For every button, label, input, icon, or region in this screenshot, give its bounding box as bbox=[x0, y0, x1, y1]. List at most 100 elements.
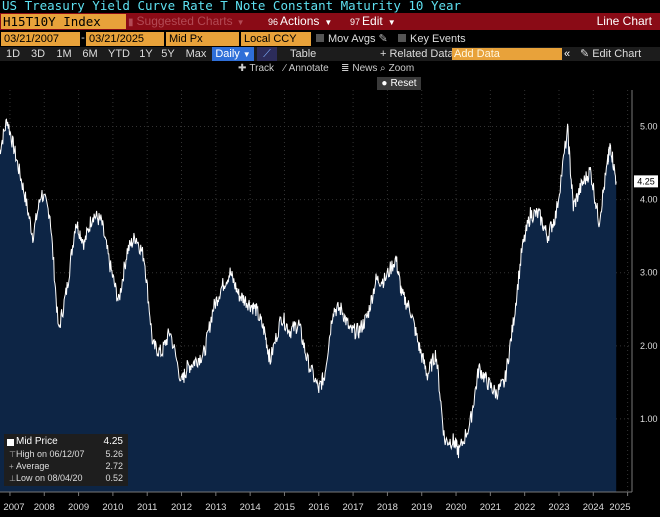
edit-menu-button[interactable]: 97 Edit ▼ bbox=[350, 14, 406, 29]
x-tick-label: 2018 bbox=[377, 502, 398, 513]
x-tick-label: 2025 bbox=[609, 502, 630, 513]
legend-value: 4.25 bbox=[103, 436, 123, 447]
x-tick-label: 2009 bbox=[68, 502, 89, 513]
news-icon: ≣ bbox=[341, 63, 350, 74]
y-tick-label: 1.00 bbox=[640, 414, 658, 424]
x-tick-label: 2023 bbox=[548, 502, 569, 513]
period-max[interactable]: Max bbox=[185, 48, 207, 60]
frequency-label: Daily bbox=[215, 48, 240, 60]
x-tick-label: 2021 bbox=[480, 502, 501, 513]
mov-avgs-label: Mov Avgs bbox=[328, 33, 376, 45]
legend-row-low: ⊥ Low on 08/04/20 0.52 bbox=[7, 472, 125, 484]
edit-chart-label: Edit Chart bbox=[592, 48, 642, 60]
y-tick-label: 4.00 bbox=[640, 195, 658, 205]
ticker-field[interactable]: H15T10Y Index bbox=[1, 14, 126, 29]
start-date-field[interactable]: 03/21/2007 bbox=[1, 32, 80, 46]
average-marker-icon: + bbox=[9, 462, 14, 471]
key-events-checkbox[interactable]: Key Events bbox=[398, 32, 466, 46]
line-chart-icon[interactable]: ⟋ bbox=[257, 47, 277, 61]
annotate-button[interactable]: ∕ Annotate bbox=[284, 62, 329, 76]
period-ytd[interactable]: YTD bbox=[108, 48, 130, 60]
collapse-icon[interactable]: « bbox=[564, 48, 571, 60]
plus-icon: + bbox=[380, 48, 387, 60]
annotate-label: Annotate bbox=[288, 63, 329, 74]
actions-label: Actions bbox=[280, 14, 320, 28]
related-data-label: Related Data bbox=[389, 48, 454, 60]
tools-bar: ✚ Track ∕ Annotate ≣ News ⌕ Zoom bbox=[0, 62, 660, 76]
last-price-tag: 4.25 bbox=[634, 175, 658, 188]
key-events-label: Key Events bbox=[410, 33, 466, 45]
x-tick-label: 2008 bbox=[34, 502, 55, 513]
period-1m[interactable]: 1M bbox=[56, 48, 72, 60]
legend-label: Average bbox=[16, 461, 50, 471]
pencil-icon: ✎ bbox=[378, 33, 388, 45]
legend-label: Mid Price bbox=[16, 436, 58, 447]
legend-value: 0.52 bbox=[105, 473, 123, 483]
currency-select[interactable]: Local CCY bbox=[241, 32, 311, 46]
legend-label: High on 06/12/07 bbox=[16, 449, 85, 459]
zoom-icon: ⌕ bbox=[380, 63, 386, 74]
news-button[interactable]: ≣ News bbox=[341, 62, 377, 76]
x-tick-label: 2020 bbox=[445, 502, 466, 513]
date-separator: - bbox=[81, 32, 85, 44]
security-title: US Treasury Yield Curve Rate T Note Cons… bbox=[2, 0, 462, 13]
price-line bbox=[0, 118, 617, 459]
news-label: News bbox=[352, 63, 378, 74]
y-axis: 1.00 2.00 3.00 4.00 5.00 bbox=[631, 90, 658, 492]
period-6m[interactable]: 6M bbox=[82, 48, 98, 60]
zoom-label: Zoom bbox=[388, 63, 415, 74]
legend-value: 5.26 bbox=[105, 449, 123, 459]
actions-menu-button[interactable]: 96 Actions ▼ bbox=[268, 14, 345, 29]
edit-label: Edit bbox=[362, 14, 383, 28]
reset-button[interactable]: ● Reset bbox=[377, 77, 421, 90]
x-tick-label: 2024 bbox=[583, 502, 604, 513]
legend-row-mid-price: Mid Price 4.25 bbox=[7, 436, 125, 448]
period-5y[interactable]: 5Y bbox=[161, 48, 175, 60]
edit-number: 97 bbox=[350, 17, 361, 27]
period-1d[interactable]: 1D bbox=[5, 48, 21, 60]
x-tick-label: 2014 bbox=[240, 502, 261, 513]
legend-row-average: + Average 2.72 bbox=[7, 460, 125, 472]
low-marker-icon: ⊥ bbox=[9, 474, 16, 483]
chart-icon: ▮ bbox=[128, 17, 134, 28]
checkbox-icon bbox=[316, 34, 324, 42]
settings-bar: 03/21/2007 - 03/21/2025 Mid Px Local CCY… bbox=[0, 31, 660, 46]
checkbox-icon bbox=[398, 34, 406, 42]
price-field-select[interactable]: Mid Px bbox=[166, 32, 239, 46]
legend-value: 2.72 bbox=[105, 461, 123, 471]
period-1y[interactable]: 1Y bbox=[139, 48, 153, 60]
x-tick-label: 2016 bbox=[308, 502, 329, 513]
x-tick-label: 2010 bbox=[102, 502, 123, 513]
last-price-value: 4.25 bbox=[637, 176, 655, 186]
reset-icon: ● bbox=[381, 78, 388, 89]
track-label: Track bbox=[249, 63, 275, 74]
related-data-button[interactable]: + Related Data bbox=[380, 47, 454, 61]
chevron-down-icon: ▼ bbox=[242, 50, 251, 59]
x-tick-label: 2015 bbox=[274, 502, 295, 513]
add-data-input[interactable]: Add Data bbox=[452, 48, 562, 60]
frequency-select[interactable]: Daily ▼ bbox=[212, 47, 254, 61]
y-tick-label: 3.00 bbox=[640, 268, 658, 278]
zoom-button[interactable]: ⌕ Zoom bbox=[380, 62, 414, 76]
mov-avgs-checkbox[interactable]: Mov Avgs ✎ bbox=[316, 32, 388, 46]
x-tick-label: 2022 bbox=[514, 502, 535, 513]
suggested-charts-label: Suggested Charts bbox=[136, 14, 233, 28]
crosshair-icon: ✚ bbox=[238, 63, 247, 74]
edit-chart-button[interactable]: ✎ Edit Chart bbox=[580, 47, 641, 61]
suggested-charts-button[interactable]: ▮ Suggested Charts ▼ bbox=[128, 14, 264, 29]
chevron-down-icon: ▼ bbox=[324, 18, 333, 27]
last-price-tag-box bbox=[634, 175, 658, 188]
chevron-down-icon: ▼ bbox=[387, 18, 396, 27]
x-tick-label: 2019 bbox=[411, 502, 432, 513]
x-tick-label: 2012 bbox=[171, 502, 192, 513]
period-3d[interactable]: 3D bbox=[30, 48, 46, 60]
y-tick-label: 5.00 bbox=[640, 122, 658, 132]
chart-legend: Mid Price 4.25 ⊤ High on 06/12/07 5.26 +… bbox=[4, 434, 128, 486]
period-bar: 1D 3D 1M 6M YTD 1Y 5Y Max Daily ▼ ⟋ Table… bbox=[0, 47, 660, 61]
x-tick-label: 2011 bbox=[137, 502, 157, 513]
track-button[interactable]: ✚ Track bbox=[238, 62, 274, 76]
end-date-field[interactable]: 03/21/2025 bbox=[86, 32, 164, 46]
x-tick-label: 2007 bbox=[3, 502, 24, 513]
x-axis: 2007 2008 2009 2010 2011 2012 2013 2014 2015 2016… bbox=[0, 491, 632, 513]
table-button[interactable]: Table bbox=[290, 48, 317, 60]
